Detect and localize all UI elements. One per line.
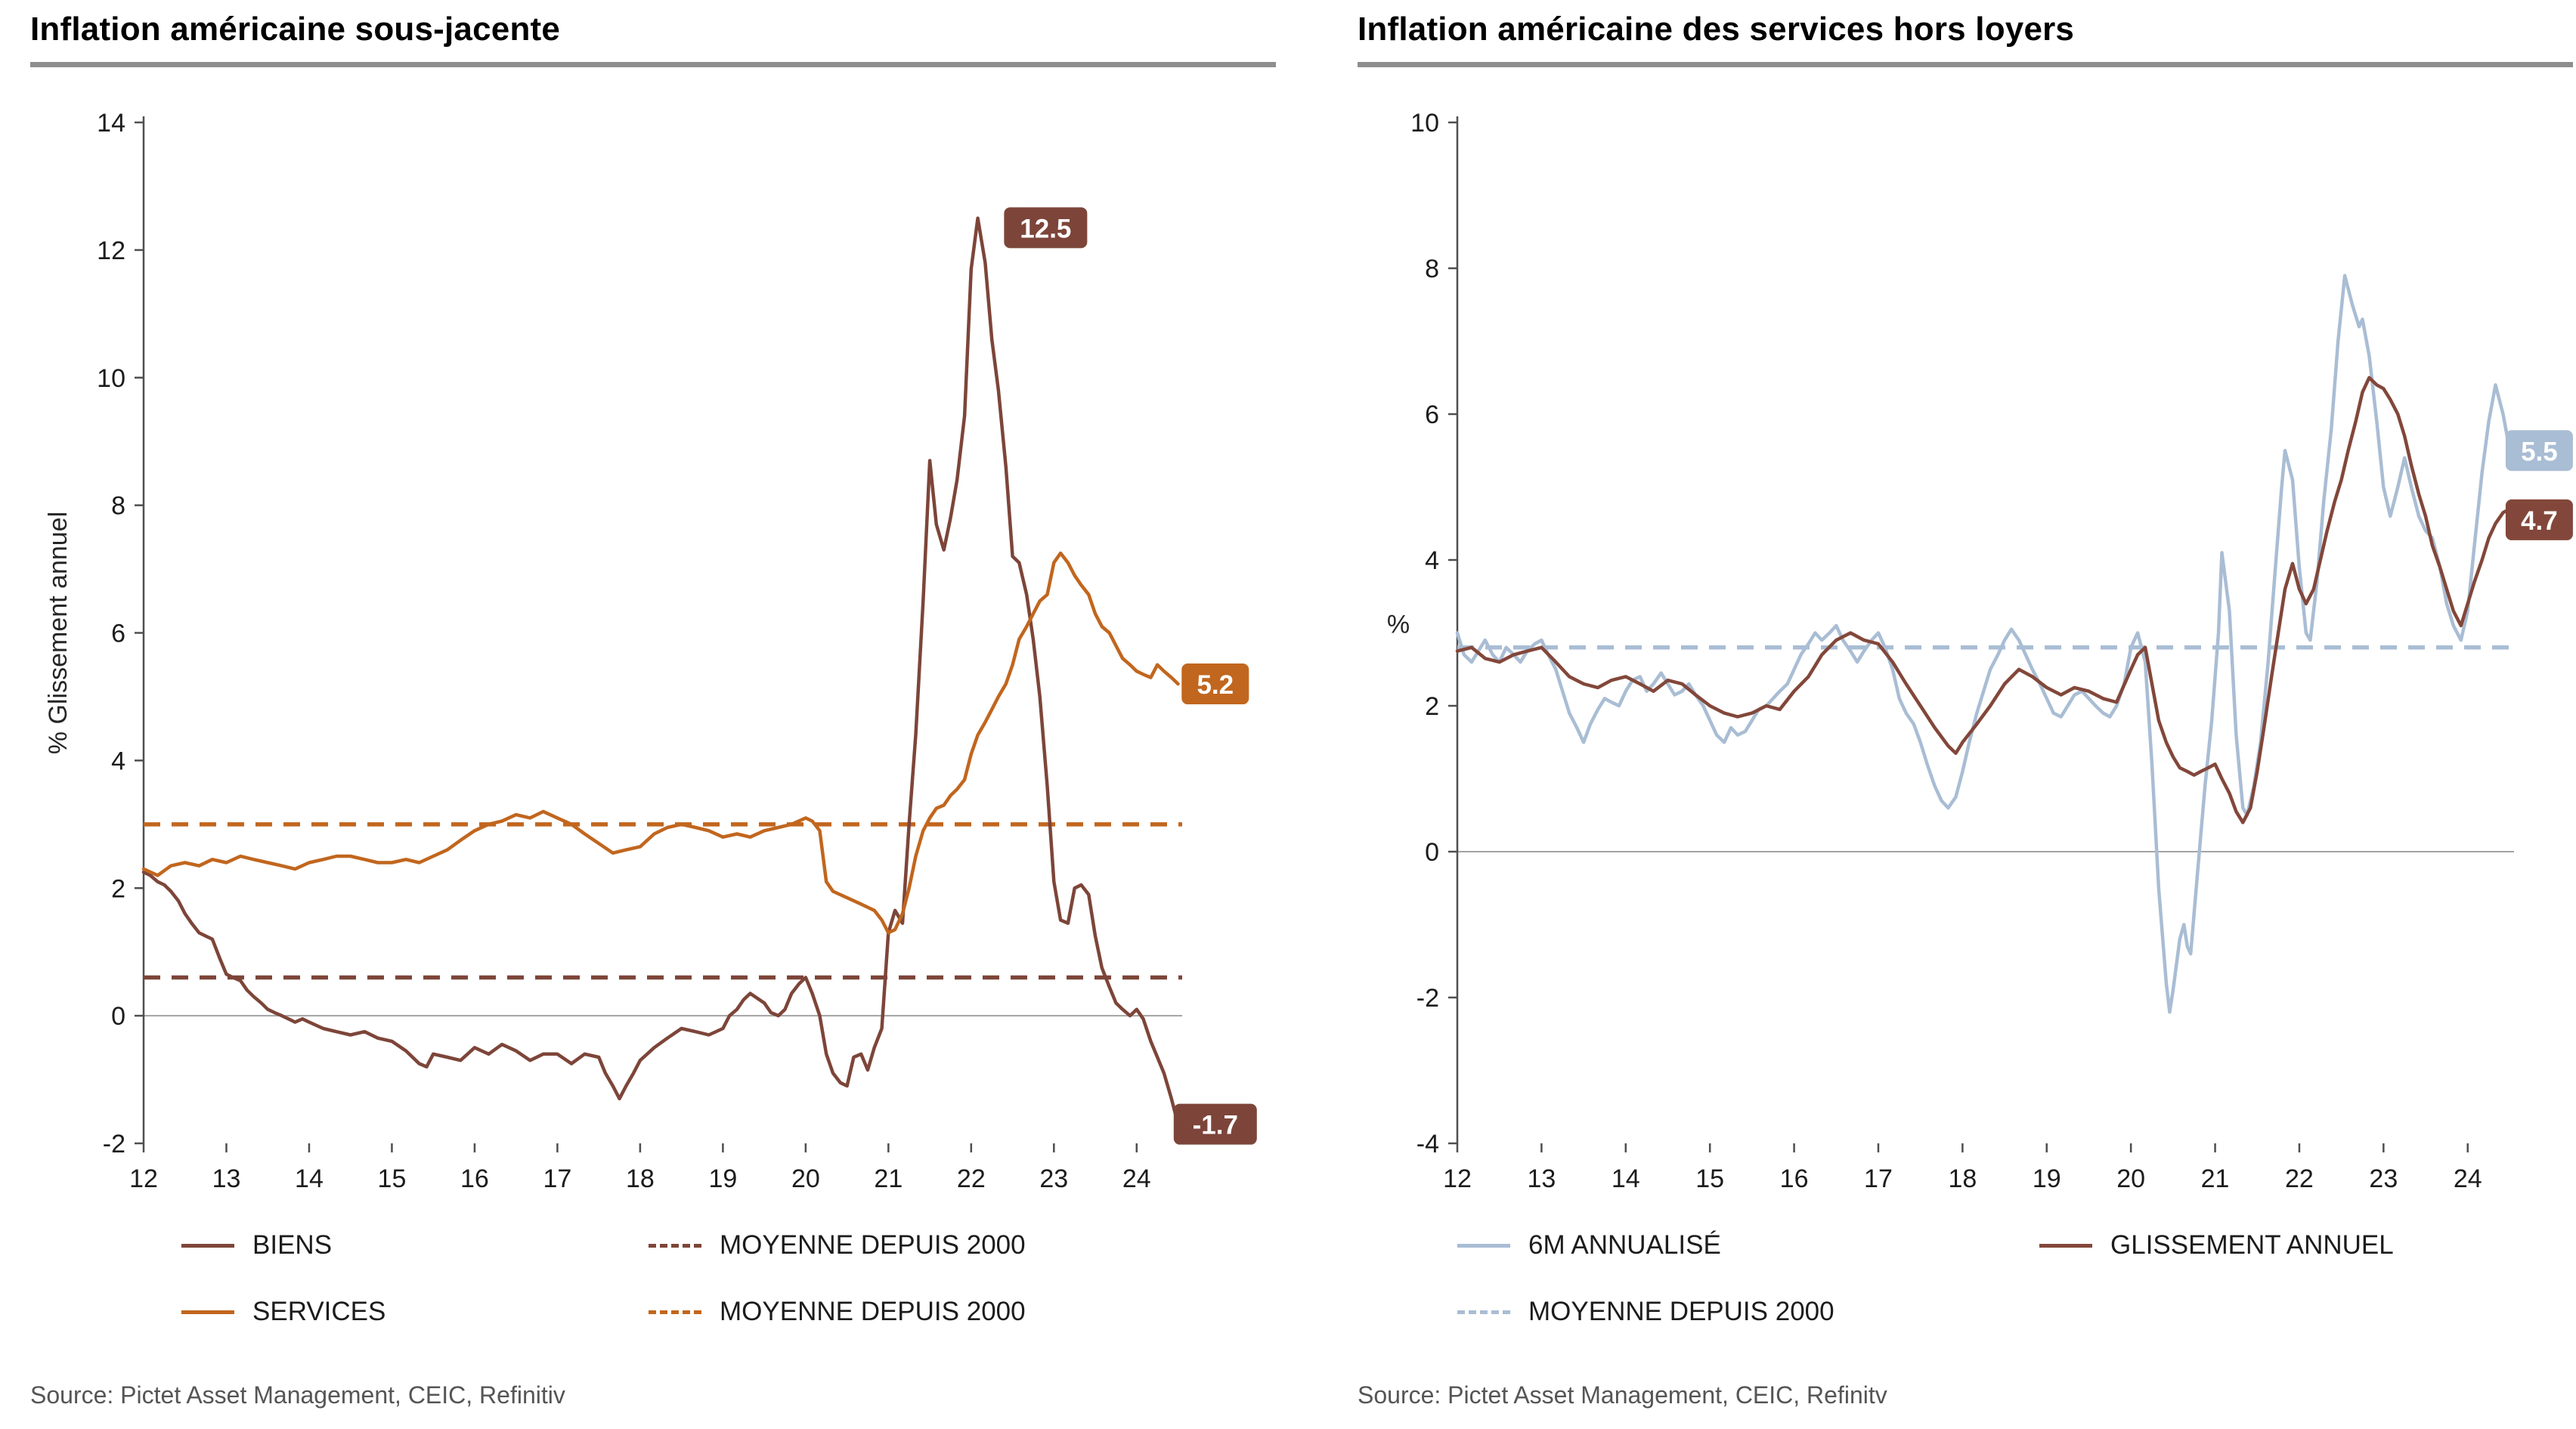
services-ex-rent-legend: 6M ANNUALISÉ MOYENNE DEPUIS 2000 GLISSEM… bbox=[1358, 1226, 2573, 1331]
title-divider bbox=[30, 62, 1276, 67]
series-line bbox=[141, 216, 1180, 1126]
six-month-annualized-line-sample-icon bbox=[1457, 1243, 1510, 1248]
x-tick-label: 21 bbox=[2201, 1165, 2230, 1193]
x-tick-label: 20 bbox=[2116, 1165, 2145, 1193]
biens-line-sample-icon bbox=[181, 1243, 234, 1248]
legend-item-biens: BIENS bbox=[181, 1226, 649, 1264]
value-badge bbox=[2505, 430, 2573, 472]
y-tick-label: 10 bbox=[97, 364, 125, 393]
value-badge-label: 5.5 bbox=[2521, 437, 2558, 466]
y-tick-label: 12 bbox=[97, 237, 125, 265]
y-tick-label: 2 bbox=[111, 874, 125, 903]
x-tick-label: 12 bbox=[1443, 1165, 1472, 1193]
legend-item-glissement-annuel: GLISSEMENT ANNUEL bbox=[2039, 1226, 2394, 1264]
y-tick-label: 6 bbox=[111, 620, 125, 648]
y-tick-label: -4 bbox=[1416, 1130, 1439, 1158]
x-tick-label: 23 bbox=[2369, 1165, 2398, 1193]
value-badge-label: 4.7 bbox=[2521, 506, 2558, 536]
x-tick-label: 14 bbox=[295, 1165, 324, 1193]
value-badge-label: 12.5 bbox=[1020, 214, 1071, 243]
panel-core-inflation: Inflation américaine sous-jacente -2 0 2 4 6… bbox=[30, 11, 1276, 1409]
y-tick-label: 14 bbox=[97, 109, 125, 138]
legend-label-services: SERVICES bbox=[252, 1297, 386, 1326]
y-tick-label: 0 bbox=[111, 1002, 125, 1031]
y-tick-label: 4 bbox=[1425, 546, 1439, 575]
x-tick-label: 18 bbox=[626, 1165, 655, 1193]
x-tick-label: 23 bbox=[1039, 1165, 1068, 1193]
y-tick-label: 0 bbox=[1425, 838, 1439, 867]
moyenne-services-dashed-sample-icon bbox=[649, 1310, 701, 1314]
x-tick-label: 15 bbox=[1695, 1165, 1724, 1193]
series-line bbox=[1455, 274, 2512, 1014]
value-badge bbox=[1004, 207, 1088, 249]
y-tick-label: 2 bbox=[1425, 692, 1439, 721]
legend-column: GLISSEMENT ANNUEL bbox=[2039, 1226, 2394, 1331]
title-divider bbox=[1358, 62, 2573, 67]
legend-label-biens: BIENS bbox=[252, 1230, 333, 1260]
chart-title-core-inflation: Inflation américaine sous-jacente bbox=[30, 11, 561, 48]
x-tick-label: 24 bbox=[2454, 1165, 2482, 1193]
x-tick-label: 15 bbox=[378, 1165, 407, 1193]
chart-title-services-ex-rent: Inflation américaine des services hors l… bbox=[1358, 11, 2075, 48]
x-tick-label: 12 bbox=[129, 1165, 158, 1193]
legend-item-moyenne-services: MOYENNE DEPUIS 2000 bbox=[649, 1293, 1026, 1331]
legend-label-moyenne-biens: MOYENNE DEPUIS 2000 bbox=[720, 1230, 1026, 1260]
y-axis-title: % Glissement annuel bbox=[44, 512, 73, 754]
x-tick-label: 22 bbox=[2285, 1165, 2314, 1193]
series-line bbox=[1455, 376, 2512, 824]
value-badge bbox=[1181, 663, 1249, 705]
series-line bbox=[141, 551, 1180, 935]
legend-item-6m-annualise: 6M ANNUALISÉ bbox=[1457, 1226, 2039, 1264]
value-badge-label: 5.2 bbox=[1197, 670, 1234, 700]
legend-item-moyenne: MOYENNE DEPUIS 2000 bbox=[1457, 1293, 2039, 1331]
services-line-sample-icon bbox=[181, 1310, 234, 1314]
x-tick-label: 16 bbox=[1780, 1165, 1809, 1193]
x-tick-label: 13 bbox=[1527, 1165, 1556, 1193]
x-tick-label: 17 bbox=[1864, 1165, 1893, 1193]
legend-label-6m-annualise: 6M ANNUALISÉ bbox=[1528, 1230, 1721, 1260]
value-badge-label: -1.7 bbox=[1193, 1111, 1238, 1140]
legend-column: MOYENNE DEPUIS 2000 MOYENNE DEPUIS 2000 bbox=[649, 1226, 1026, 1331]
legend-column: BIENS SERVICES bbox=[181, 1226, 649, 1331]
x-tick-label: 20 bbox=[791, 1165, 820, 1193]
value-badge bbox=[2505, 499, 2573, 540]
legend-item-moyenne-biens: MOYENNE DEPUIS 2000 bbox=[649, 1226, 1026, 1264]
y-tick-label: 4 bbox=[111, 747, 125, 775]
core-inflation-legend: BIENS SERVICES MOYENNE DEPUIS 2000 MOYEN… bbox=[30, 1226, 1276, 1331]
y-tick-label: 8 bbox=[1425, 255, 1439, 283]
y-tick-label: 8 bbox=[111, 492, 125, 521]
moyenne-biens-dashed-sample-icon bbox=[649, 1243, 701, 1248]
panel-services-ex-rent-inflation: Inflation américaine des services hors l… bbox=[1288, 0, 2576, 1429]
source-text-left: Source: Pictet Asset Management, CEIC, R… bbox=[30, 1381, 565, 1409]
x-tick-label: 21 bbox=[874, 1165, 903, 1193]
y-tick-label: -2 bbox=[1416, 984, 1439, 1013]
y-tick-label: 6 bbox=[1425, 401, 1439, 429]
x-tick-label: 14 bbox=[1612, 1165, 1640, 1193]
x-tick-label: 19 bbox=[708, 1165, 737, 1193]
x-tick-label: 13 bbox=[212, 1165, 241, 1193]
x-tick-label: 19 bbox=[2033, 1165, 2061, 1193]
legend-column: 6M ANNUALISÉ MOYENNE DEPUIS 2000 bbox=[1457, 1226, 2039, 1331]
legend-label-glissement-annuel: GLISSEMENT ANNUEL bbox=[2110, 1230, 2394, 1260]
legend-item-services: SERVICES bbox=[181, 1293, 649, 1331]
moyenne-dashed-sample-icon bbox=[1457, 1310, 1510, 1314]
y-tick-label: -2 bbox=[103, 1130, 125, 1158]
y-tick-label: 10 bbox=[1410, 109, 1439, 138]
x-tick-label: 22 bbox=[957, 1165, 986, 1193]
y-axis-title: % bbox=[1387, 611, 1410, 639]
x-tick-label: 24 bbox=[1122, 1165, 1151, 1193]
x-tick-label: 17 bbox=[543, 1165, 571, 1193]
glissement-annuel-line-sample-icon bbox=[2039, 1243, 2092, 1248]
value-badge bbox=[1173, 1103, 1257, 1145]
x-tick-label: 18 bbox=[1948, 1165, 1977, 1193]
x-tick-label: 16 bbox=[460, 1165, 489, 1193]
legend-label-moyenne: MOYENNE DEPUIS 2000 bbox=[1528, 1297, 1834, 1326]
source-text-right: Source: Pictet Asset Management, CEIC, R… bbox=[1358, 1381, 1887, 1409]
legend-label-moyenne-services: MOYENNE DEPUIS 2000 bbox=[720, 1297, 1026, 1326]
